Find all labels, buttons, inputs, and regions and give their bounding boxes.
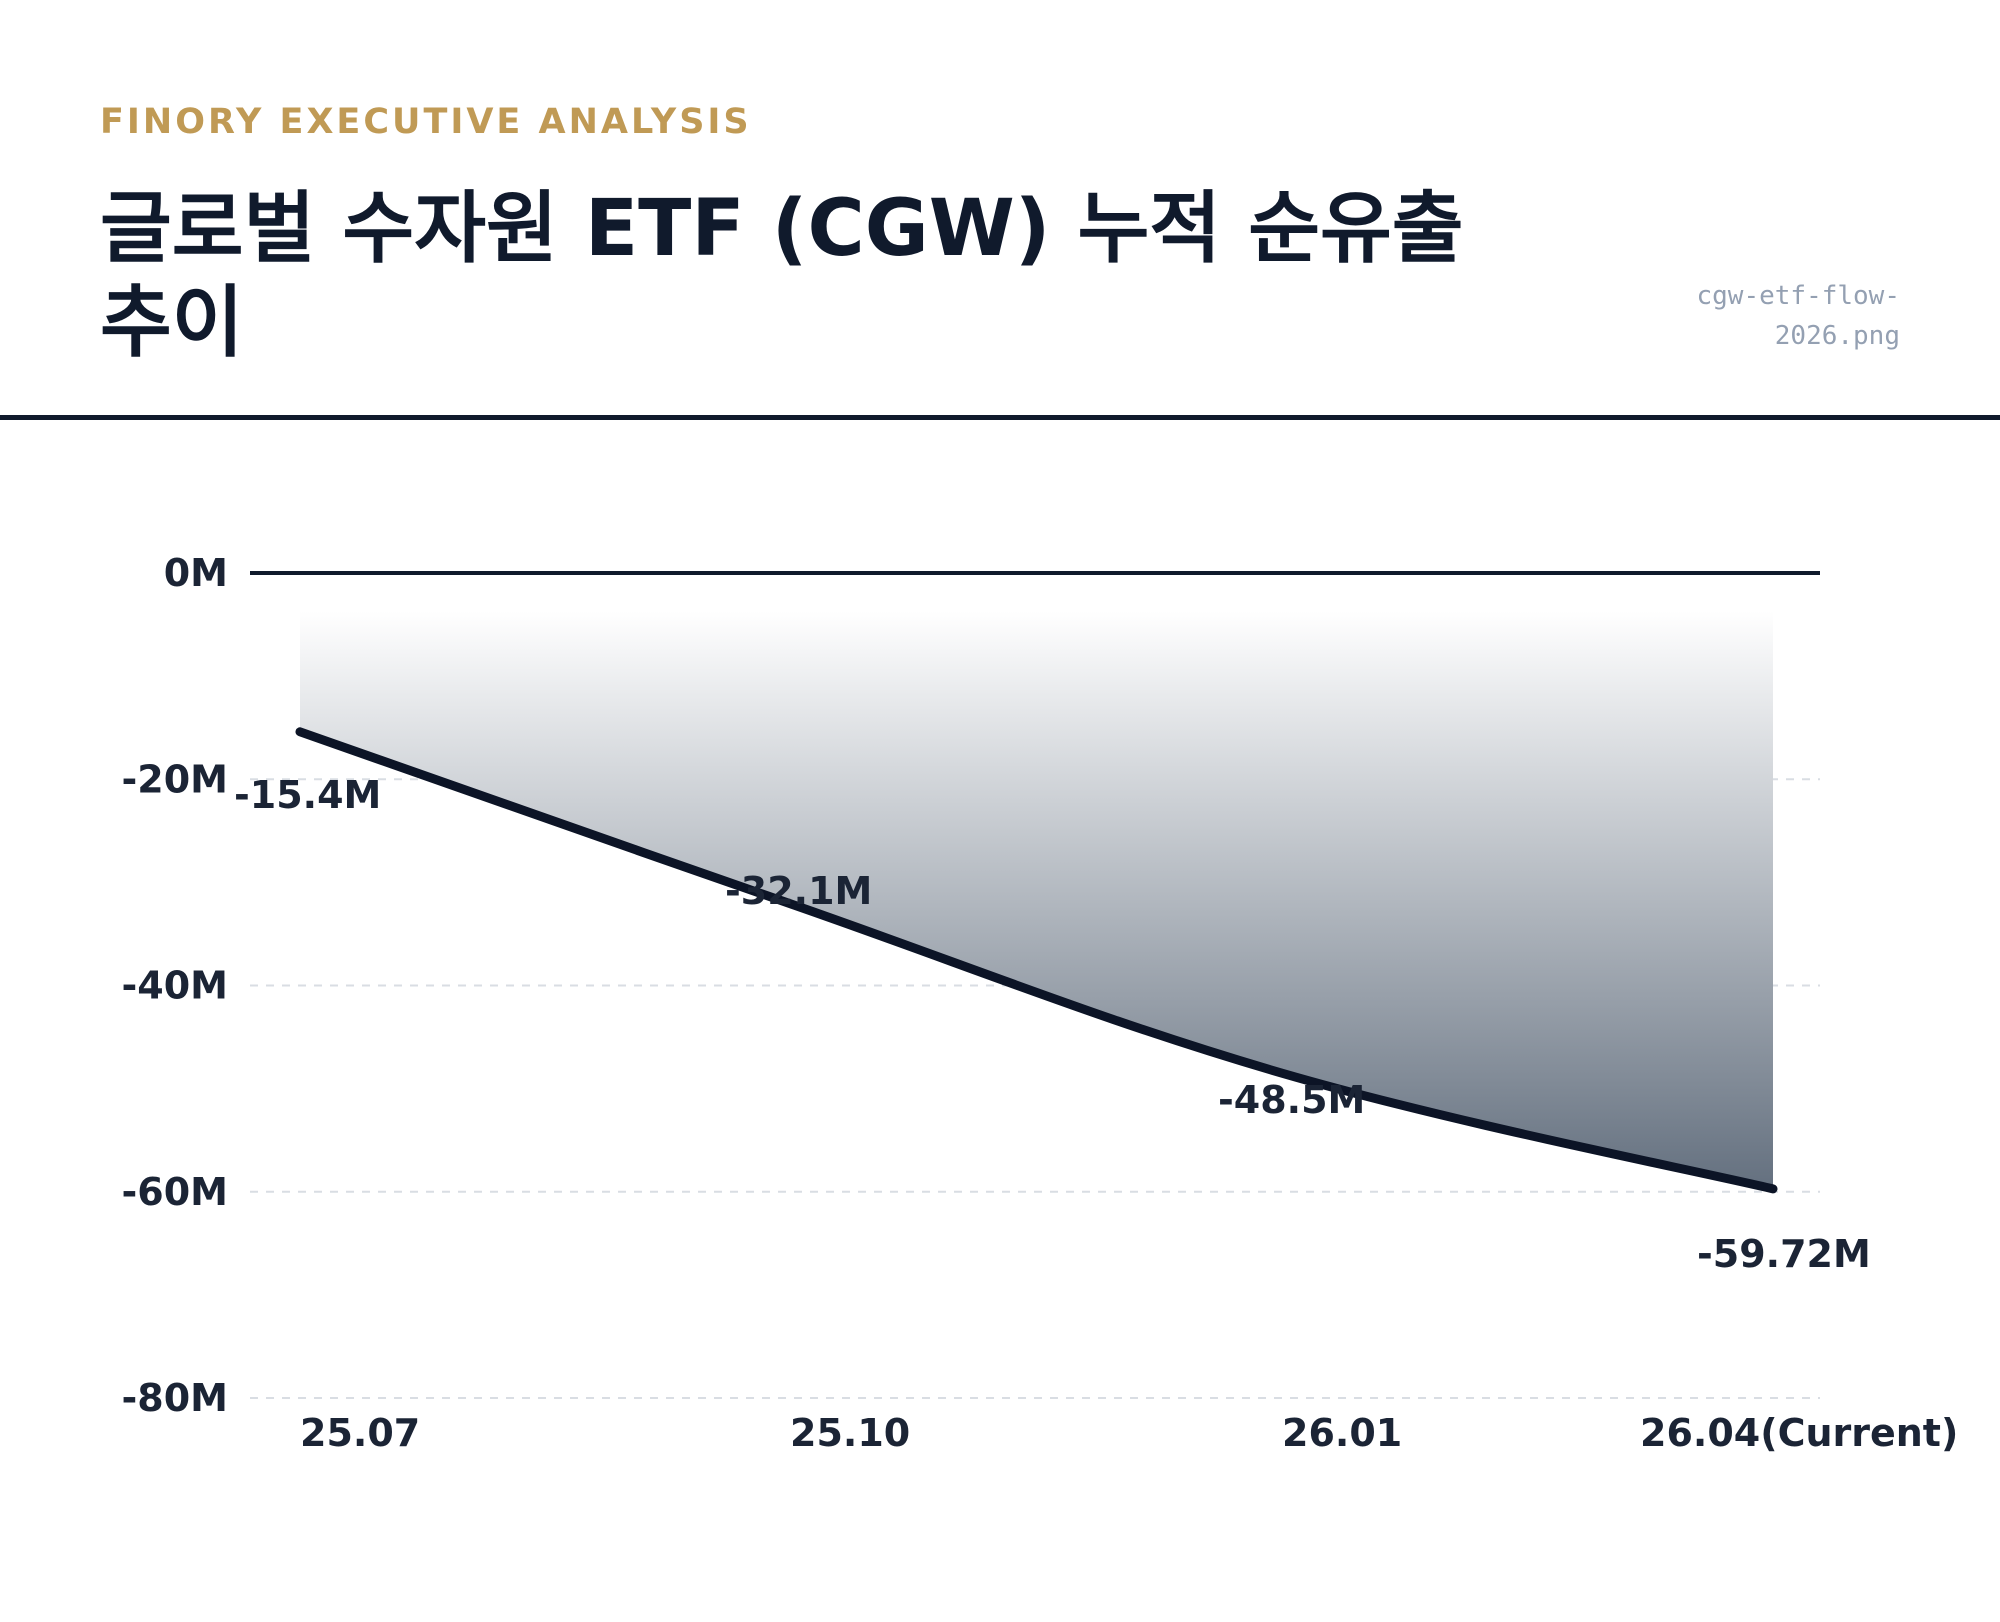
report-kicker: FINORY EXECUTIVE ANALYSIS	[100, 102, 752, 142]
y-axis: 0M -20M -40M -60M -80M	[122, 551, 228, 1420]
data-labels: -15.4M -32.1M -48.5M -59.72M	[234, 773, 1871, 1276]
series-line	[295, 727, 1778, 1194]
header-divider	[0, 415, 2000, 420]
data-label: -32.1M	[725, 869, 872, 913]
y-tick-label: -60M	[122, 1170, 228, 1214]
data-label: -59.72M	[1697, 1232, 1871, 1276]
data-label: -15.4M	[234, 773, 381, 817]
y-tick-label: -40M	[122, 964, 228, 1008]
file-name: cgw-etf-flow-2026.png	[1696, 281, 1901, 351]
x-tick-label: 25.10	[790, 1411, 910, 1455]
x-tick-label: 26.04(Current)	[1640, 1411, 1958, 1455]
area-fill	[300, 611, 1773, 1189]
y-tick-label: -20M	[122, 757, 228, 801]
chart-title: 글로벌 수자원 ETF (CGW) 누적 순유출 추이	[100, 184, 1464, 368]
data-label: -48.5M	[1218, 1078, 1365, 1122]
y-tick-label: -80M	[122, 1376, 228, 1420]
y-tick-label: 0M	[164, 551, 228, 595]
x-tick-label: 26.01	[1282, 1411, 1402, 1455]
x-tick-label: 25.07	[300, 1411, 420, 1455]
x-axis: 25.07 25.10 26.01 26.04(Current)	[300, 1411, 1958, 1455]
